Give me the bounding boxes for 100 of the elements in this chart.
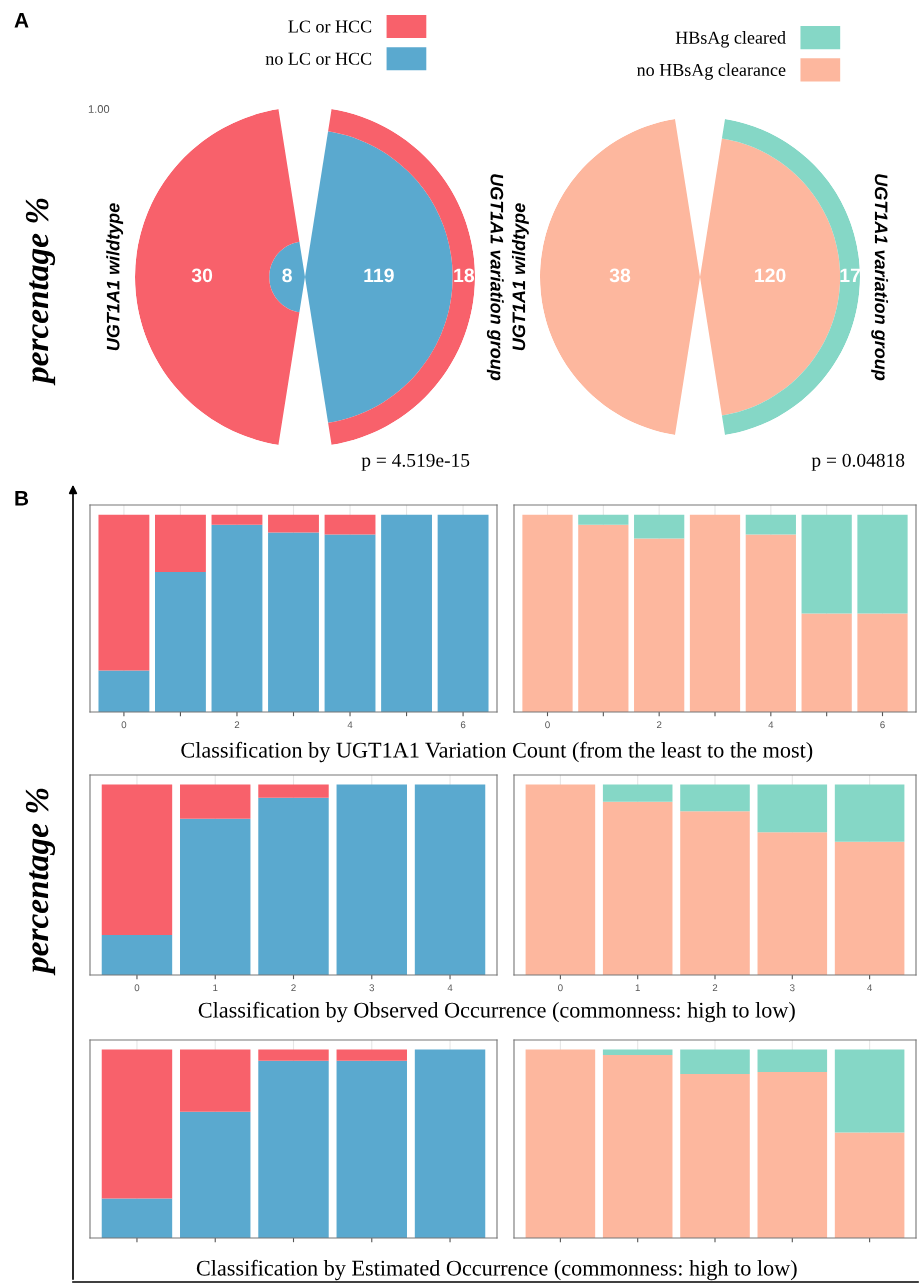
- bar: [757, 1072, 828, 1238]
- bar: [101, 784, 173, 935]
- bar: [414, 784, 486, 975]
- bar: [211, 524, 263, 712]
- bar: [857, 514, 908, 614]
- legend-label: no HBsAg clearance: [637, 63, 786, 80]
- x-tick-label: 2: [234, 721, 240, 729]
- legend-label: LC or HCC: [288, 20, 372, 33]
- bar: [602, 801, 673, 975]
- bar: [414, 1049, 486, 1238]
- bar: [101, 1049, 173, 1199]
- bar: [602, 1049, 673, 1056]
- x-tick-label: 6: [880, 721, 885, 729]
- bar: [336, 1060, 407, 1238]
- bar: [211, 514, 263, 525]
- bar: [155, 572, 206, 712]
- bar: [258, 797, 329, 975]
- bar: [336, 784, 407, 975]
- bar: [757, 784, 828, 833]
- data-label: 120: [755, 268, 786, 283]
- data-label: 38: [609, 268, 631, 283]
- x-tick-label: 3: [369, 984, 375, 992]
- bar: [324, 534, 376, 712]
- legend-label: HBsAg cleared: [675, 31, 786, 48]
- x-tick-label: 0: [545, 721, 550, 729]
- x-tick-label: 6: [460, 721, 466, 729]
- bar: [525, 784, 596, 975]
- text: A: [14, 13, 29, 28]
- bar: [180, 818, 251, 975]
- bar: [834, 784, 905, 842]
- bar: [437, 514, 489, 712]
- x-tick-label: 4: [867, 984, 873, 992]
- bar: [381, 514, 432, 712]
- bar: [745, 534, 796, 712]
- bar: [258, 784, 329, 798]
- bar: [689, 514, 741, 712]
- bar: [834, 1132, 905, 1238]
- bar: [324, 514, 376, 535]
- x-tick-label: 0: [558, 984, 563, 992]
- bar: [268, 532, 319, 712]
- text: 1.00: [88, 105, 110, 113]
- x-axis-title: Classification by UGT1A1 Variation Count (from the least to the most): [181, 741, 813, 763]
- text: percentage %: [25, 788, 56, 976]
- legend-label: no LC or HCC: [265, 52, 372, 65]
- x-tick-label: 0: [121, 721, 127, 729]
- bar: [680, 784, 750, 812]
- bar: [258, 1060, 329, 1238]
- x-tick-label: 2: [291, 984, 296, 992]
- bar: [258, 1049, 329, 1061]
- category-label: UGT1A1 wildtype: [511, 203, 529, 351]
- bar: [98, 670, 150, 712]
- bar: [525, 1049, 596, 1238]
- x-tick-label: 4: [447, 984, 453, 992]
- bar: [336, 1049, 407, 1061]
- data-label: 119: [364, 268, 394, 283]
- x-axis-title: Classification by Observed Occurrence (commonness: high to low): [198, 1001, 795, 1023]
- text: p = 0.04818: [811, 453, 905, 471]
- text: percentage %: [25, 198, 56, 386]
- bar: [180, 1111, 251, 1238]
- x-tick-label: 2: [656, 721, 662, 729]
- bar: [680, 1073, 750, 1238]
- x-tick-label: 4: [347, 721, 353, 729]
- bar: [101, 935, 173, 975]
- bar: [801, 613, 852, 712]
- bar: [634, 538, 685, 712]
- x-axis-title: Classification by Estimated Occurrence (commonness: high to low): [196, 1259, 797, 1281]
- bar: [757, 832, 828, 975]
- category-label: UGT1A1 wildtype: [106, 203, 124, 351]
- x-tick-label: 3: [789, 984, 795, 992]
- x-tick-label: 2: [712, 984, 718, 992]
- bar: [522, 514, 573, 712]
- bar: [834, 841, 905, 975]
- bar: [578, 514, 629, 525]
- bar: [155, 514, 206, 573]
- text: p = 4.519e-15: [361, 453, 470, 471]
- bar: [801, 514, 852, 614]
- category-label: UGT1A1 variation group: [486, 174, 504, 381]
- bar: [578, 524, 629, 712]
- category-label: UGT1A1 variation group: [871, 174, 889, 381]
- text: B: [15, 491, 29, 506]
- bar: [757, 1049, 828, 1073]
- x-tick-label: 4: [768, 721, 774, 729]
- data-label: 17: [840, 268, 861, 283]
- bar: [180, 1049, 251, 1112]
- x-tick-label: 1: [213, 984, 218, 992]
- bar: [680, 811, 750, 975]
- bar: [602, 1055, 673, 1238]
- x-tick-label: 1: [635, 984, 640, 992]
- bar: [98, 514, 150, 671]
- bar: [834, 1049, 905, 1133]
- data-label: 18: [454, 268, 475, 283]
- x-tick-label: 0: [134, 984, 140, 992]
- bar: [634, 514, 685, 539]
- bar: [180, 784, 251, 819]
- bar: [101, 1198, 173, 1238]
- bar: [745, 514, 796, 535]
- data-label: 30: [191, 268, 213, 283]
- bar: [602, 784, 673, 802]
- data-label: 8: [282, 268, 292, 283]
- bar: [268, 514, 319, 533]
